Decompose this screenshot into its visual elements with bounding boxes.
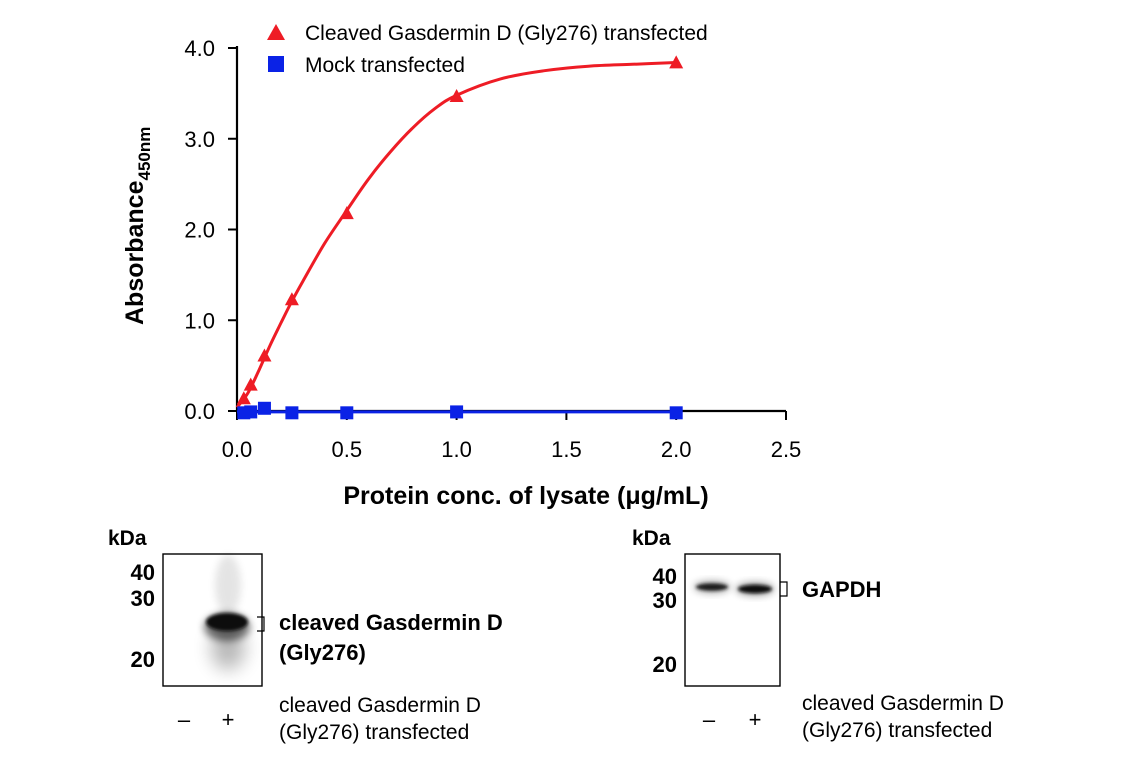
data-point-triangle bbox=[257, 348, 272, 362]
fit-curves bbox=[235, 61, 677, 414]
x-axis-label: Protein conc. of lysate (μg/mL) bbox=[343, 482, 708, 510]
blot2-caption-line1: cleaved Gasdermin D bbox=[802, 692, 1004, 715]
blot1-lane-minus: – bbox=[178, 707, 191, 732]
x-tick-label: 2.0 bbox=[661, 437, 692, 462]
data-point-square bbox=[244, 405, 258, 419]
fit-line-series-0 bbox=[235, 61, 677, 409]
blot1-target-label-line1: cleaved Gasdermin D bbox=[279, 610, 503, 635]
legend-label-cleaved: Cleaved Gasdermin D (Gly276) transfected bbox=[305, 22, 708, 45]
blot2-band-minus-lane bbox=[694, 581, 730, 593]
y-axis-label: Absorbance450nm bbox=[121, 127, 154, 325]
western-blot-gapdh: kDa 40 30 20 GAPDH – + cleaved Gasdermin… bbox=[632, 527, 1004, 742]
x-tick-label: 1.5 bbox=[551, 437, 582, 462]
elisa-chart: 0.0 1.0 2.0 3.0 4.0 0.0 0.5 1.0 1.5 2.0 2.5 Absor… bbox=[121, 22, 801, 510]
blot2-lane-plus: + bbox=[749, 707, 762, 732]
blot2-membrane bbox=[684, 553, 781, 687]
blot1-caption-line1: cleaved Gasdermin D bbox=[279, 694, 481, 717]
blot1-lane-plus: + bbox=[222, 707, 235, 732]
data-point-triangle bbox=[449, 89, 464, 103]
blot2-band-bracket bbox=[780, 581, 788, 597]
blot1-caption-line2: (Gly276) transfected bbox=[279, 721, 469, 744]
data-point-square bbox=[257, 401, 271, 415]
blot2-mw-marker-20: 20 bbox=[653, 652, 677, 677]
y-axis-label-sub: 450nm bbox=[135, 127, 154, 181]
y-tick-label: 2.0 bbox=[184, 218, 215, 243]
data-point-triangle bbox=[669, 55, 684, 69]
data-point-triangle bbox=[284, 292, 299, 306]
x-tick-label: 0.0 bbox=[222, 437, 253, 462]
chart-axes bbox=[235, 46, 786, 413]
legend-square-icon bbox=[268, 56, 284, 72]
data-point-triangle bbox=[339, 206, 354, 220]
y-tick-label: 3.0 bbox=[184, 127, 215, 152]
data-point-triangle bbox=[236, 391, 251, 405]
blot2-kda-unit: kDa bbox=[632, 527, 671, 550]
x-tick-label: 0.5 bbox=[332, 437, 363, 462]
western-blot-cleaved-gasdermin: kDa 40 30 20 cleaved Gasdermin D (Gly276… bbox=[108, 527, 503, 744]
legend-triangle-icon bbox=[267, 24, 285, 40]
blot2-target-label: GAPDH bbox=[802, 577, 881, 602]
blot1-band-bracket bbox=[257, 616, 265, 632]
blot1-band-plus-lane bbox=[204, 555, 250, 670]
blot2-band-plus-lane bbox=[736, 582, 774, 596]
y-tick-label: 1.0 bbox=[184, 308, 215, 333]
y-tick-label: 0.0 bbox=[184, 399, 215, 424]
data-point-square bbox=[285, 406, 299, 420]
blot1-target-label-line2: (Gly276) bbox=[279, 640, 366, 665]
blot1-mw-marker-20: 20 bbox=[131, 647, 155, 672]
y-axis-ticks: 0.0 1.0 2.0 3.0 4.0 bbox=[184, 36, 237, 424]
blot2-mw-marker-40: 40 bbox=[653, 564, 677, 589]
y-tick-label: 4.0 bbox=[184, 36, 215, 61]
data-point-triangle bbox=[243, 377, 258, 391]
blot2-lane-minus: – bbox=[703, 707, 716, 732]
blot1-kda-unit: kDa bbox=[108, 527, 147, 550]
y-axis-label-main: Absorbance bbox=[121, 180, 149, 325]
legend: Cleaved Gasdermin D (Gly276) transfected… bbox=[267, 22, 708, 77]
blot2-caption-line2: (Gly276) transfected bbox=[802, 719, 992, 742]
x-axis-ticks: 0.0 0.5 1.0 1.5 2.0 2.5 bbox=[222, 411, 802, 462]
data-markers bbox=[236, 55, 684, 420]
blot1-mw-marker-40: 40 bbox=[131, 560, 155, 585]
x-tick-label: 1.0 bbox=[441, 437, 472, 462]
data-point-square bbox=[669, 406, 683, 420]
legend-label-mock: Mock transfected bbox=[305, 54, 465, 77]
data-point-square bbox=[450, 405, 464, 419]
blot2-mw-marker-30: 30 bbox=[653, 588, 677, 613]
blot1-mw-marker-30: 30 bbox=[131, 586, 155, 611]
x-tick-label: 2.5 bbox=[771, 437, 802, 462]
data-point-square bbox=[340, 406, 354, 420]
